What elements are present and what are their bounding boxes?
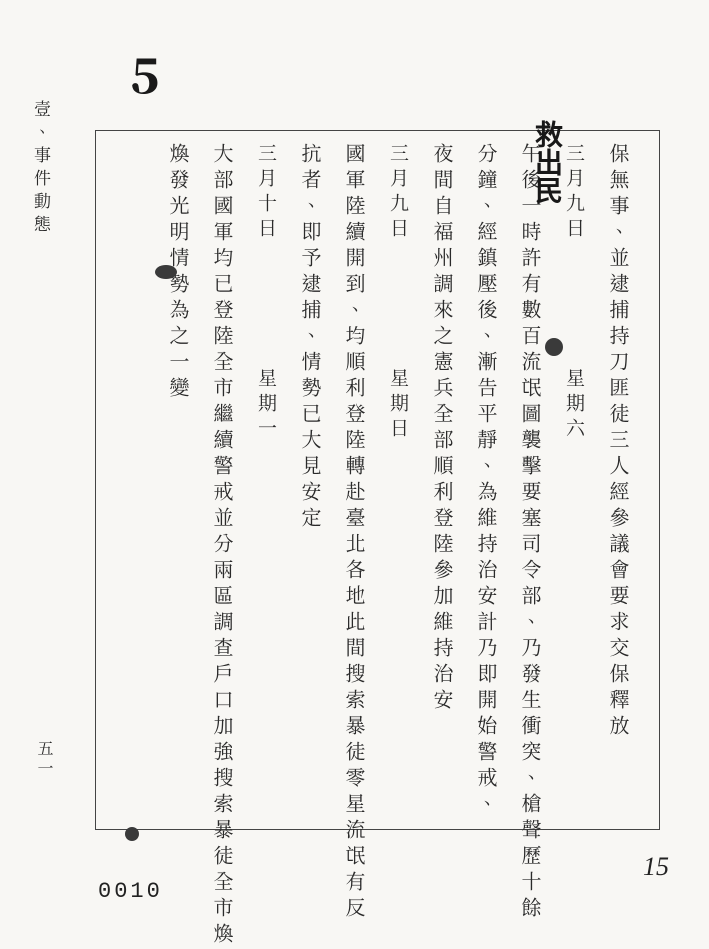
correction-mark — [545, 338, 563, 356]
text-column: 午後一時許有數百流氓圖襲擊要塞司令部、乃發生衝突、槍聲歷十餘 — [510, 143, 552, 817]
ink-smudge — [155, 265, 177, 279]
text-column: 抗者、即予逮捕、情勢已大見安定 — [290, 143, 332, 817]
text-column: 保無事、並逮捕持刀匪徒三人經參議會要求交保釋放 — [598, 143, 640, 817]
text-column: 夜間自福州調來之憲兵全部順利登陸參加維持治安 — [422, 143, 464, 817]
handwritten-annotation: 救出民 — [526, 120, 566, 204]
date-column: 三月十日 星期一 — [246, 143, 288, 817]
date-column: 三月九日 星期日 — [378, 143, 420, 817]
text-column: 國軍陸續開到、均順利登陸轉赴臺北各地此間搜索暴徒零星流氓有反 — [334, 143, 376, 817]
stamp-number: 5 — [130, 38, 155, 107]
ink-smudge — [125, 827, 139, 841]
text-column: 分鐘、經鎮壓後、漸告平靜、為維持治安計乃即開始警戒、 — [466, 143, 508, 817]
document-page: 保無事、並逮捕持刀匪徒三人經參議會要求交保釋放 三月九日 星期六 午後一時許有數… — [95, 130, 660, 830]
footer-page-right: 15 — [643, 852, 669, 882]
text-column: 大部國軍均已登陸全市繼續警戒並分兩區調查戶口加強搜索暴徒全市煥 — [202, 143, 244, 817]
page-number-vertical: 五一 — [34, 740, 57, 780]
text-column: 煥發光明情勢為之一變 — [158, 143, 200, 817]
section-label: 壹、事件動態 — [30, 100, 55, 238]
footer-code-left: 0010 — [98, 879, 163, 904]
date-column: 三月九日 星期六 — [554, 143, 596, 817]
